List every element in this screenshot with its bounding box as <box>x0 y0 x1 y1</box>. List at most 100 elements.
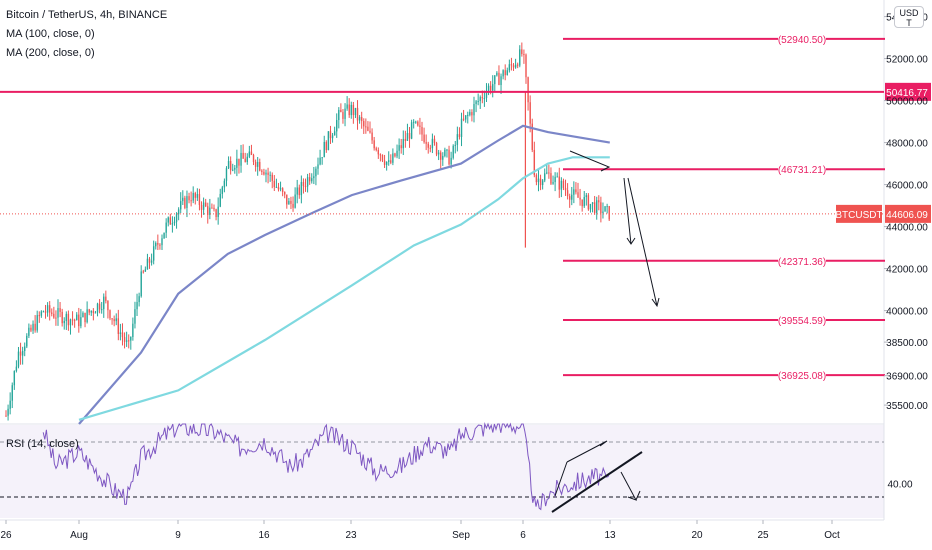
candle-body-191 <box>402 139 404 149</box>
time-tick-label-1: Aug <box>70 530 88 541</box>
candle-body-156 <box>329 131 332 139</box>
candle-body-231 <box>485 90 488 99</box>
candle-body-78 <box>167 217 169 223</box>
candle-body-107 <box>227 161 230 169</box>
candle-body-86 <box>184 197 186 208</box>
price-tick-label-1: 52000.00 <box>886 55 928 66</box>
candle-body-138 <box>292 203 294 208</box>
price-tick-label-5: 44000.00 <box>886 223 928 234</box>
candle-body-174 <box>367 126 369 131</box>
candle-body-121 <box>256 161 259 167</box>
currency-text-bottom: T <box>906 18 912 28</box>
candle-body-268 <box>562 180 565 188</box>
current-price-tag-text: 44606.09 <box>886 210 928 221</box>
candle-body-207 <box>435 142 438 155</box>
legend-ma100[interactable]: MA (100, close, 0) <box>6 28 95 40</box>
candle-body-152 <box>321 157 323 159</box>
candle-body-96 <box>204 202 207 207</box>
candle-body-253 <box>531 123 533 150</box>
candle-body-233 <box>489 85 492 91</box>
legend-title[interactable]: Bitcoin / TetherUS, 4h, BINANCE <box>6 9 168 21</box>
candle-body-261 <box>548 172 550 174</box>
symbol-tag-bg <box>836 204 882 223</box>
candle-body-284 <box>596 200 598 213</box>
rsi-breakdown-arrow <box>620 471 641 501</box>
drawings-layer <box>569 150 660 308</box>
candle-body-179 <box>377 150 380 155</box>
candle-body-269 <box>564 187 567 191</box>
candle-body-132 <box>279 188 282 190</box>
level-label-bg-0 <box>778 30 826 47</box>
time-tick-label-8: 20 <box>691 530 703 541</box>
candle-body-254 <box>533 149 536 176</box>
candle-body-8 <box>21 350 24 356</box>
price-tick-label-8: 38500.00 <box>886 338 928 349</box>
candle-body-183 <box>385 161 388 165</box>
candle-body-200 <box>421 126 423 135</box>
candle-body-263 <box>552 182 554 184</box>
candle-body-24 <box>55 317 57 319</box>
candle-body-164 <box>346 104 348 109</box>
candle-body-118 <box>250 151 253 155</box>
candle-body-80 <box>171 223 174 225</box>
candle-body-259 <box>544 173 546 181</box>
candle-body-202 <box>425 142 427 144</box>
level-label-0: (52940.50) <box>778 35 826 46</box>
candle-body-217 <box>456 134 459 145</box>
candle-body-177 <box>373 140 375 149</box>
candle-body-141 <box>298 187 300 196</box>
candle-body-40 <box>88 309 90 313</box>
projection-arrow-long <box>627 177 660 308</box>
candle-body-109 <box>232 169 234 171</box>
candle-body-94 <box>200 205 203 210</box>
candle-body-194 <box>408 133 411 139</box>
candle-body-95 <box>202 202 205 210</box>
ma100-line <box>78 124 610 425</box>
candle-body-140 <box>296 187 298 195</box>
candle-body-77 <box>165 222 167 233</box>
candle-body-181 <box>381 154 384 161</box>
candle-body-193 <box>406 133 409 141</box>
candle-body-258 <box>541 180 544 186</box>
candle-body-128 <box>271 174 273 181</box>
candle-body-212 <box>446 149 448 151</box>
level-label-5: (36925.08) <box>778 371 826 382</box>
candle-body-286 <box>600 202 602 214</box>
candle-body-209 <box>440 152 442 160</box>
candle-body-219 <box>460 118 463 137</box>
current-price-tag-bg <box>885 204 931 223</box>
currency-button[interactable]: USD T <box>894 6 924 28</box>
candle-body-272 <box>571 194 573 200</box>
candle-body-143 <box>302 182 305 187</box>
candle-body-75 <box>161 238 163 246</box>
candle-body-185 <box>390 160 392 163</box>
price-tick-label-10: 35500.00 <box>886 401 928 412</box>
price-tick-label-3: 48000.00 <box>886 139 928 150</box>
candle-body-9 <box>24 346 26 351</box>
candle-body-230 <box>483 98 486 100</box>
candle-body-136 <box>288 200 290 205</box>
candle-body-72 <box>155 242 157 247</box>
legend-rsi[interactable]: RSI (14, close) <box>6 438 79 450</box>
candle-body-145 <box>306 177 309 187</box>
candle-body-167 <box>352 104 355 116</box>
candle-body-131 <box>277 186 280 190</box>
candle-body-211 <box>444 149 446 156</box>
candle-body-244 <box>512 65 515 68</box>
candle-body-29 <box>65 313 68 321</box>
levels-layer: (52940.50) 50416.77 (46731.21) (42371.36) (3… <box>0 30 931 384</box>
candle-body-100 <box>213 207 215 210</box>
candle-body-64 <box>138 296 140 303</box>
candle-body-81 <box>173 221 176 224</box>
candle-body-214 <box>450 157 452 165</box>
candle-body-50 <box>109 310 111 319</box>
candle-body-206 <box>433 138 436 143</box>
legend-ma200[interactable]: MA (200, close, 0) <box>6 47 95 59</box>
candle-body-102 <box>217 206 219 217</box>
candle-body-186 <box>392 153 394 163</box>
candle-body-221 <box>464 115 467 120</box>
candle-body-62 <box>134 309 136 324</box>
level-label-3: (42371.36) <box>778 257 826 268</box>
candle-body-49 <box>107 300 109 311</box>
